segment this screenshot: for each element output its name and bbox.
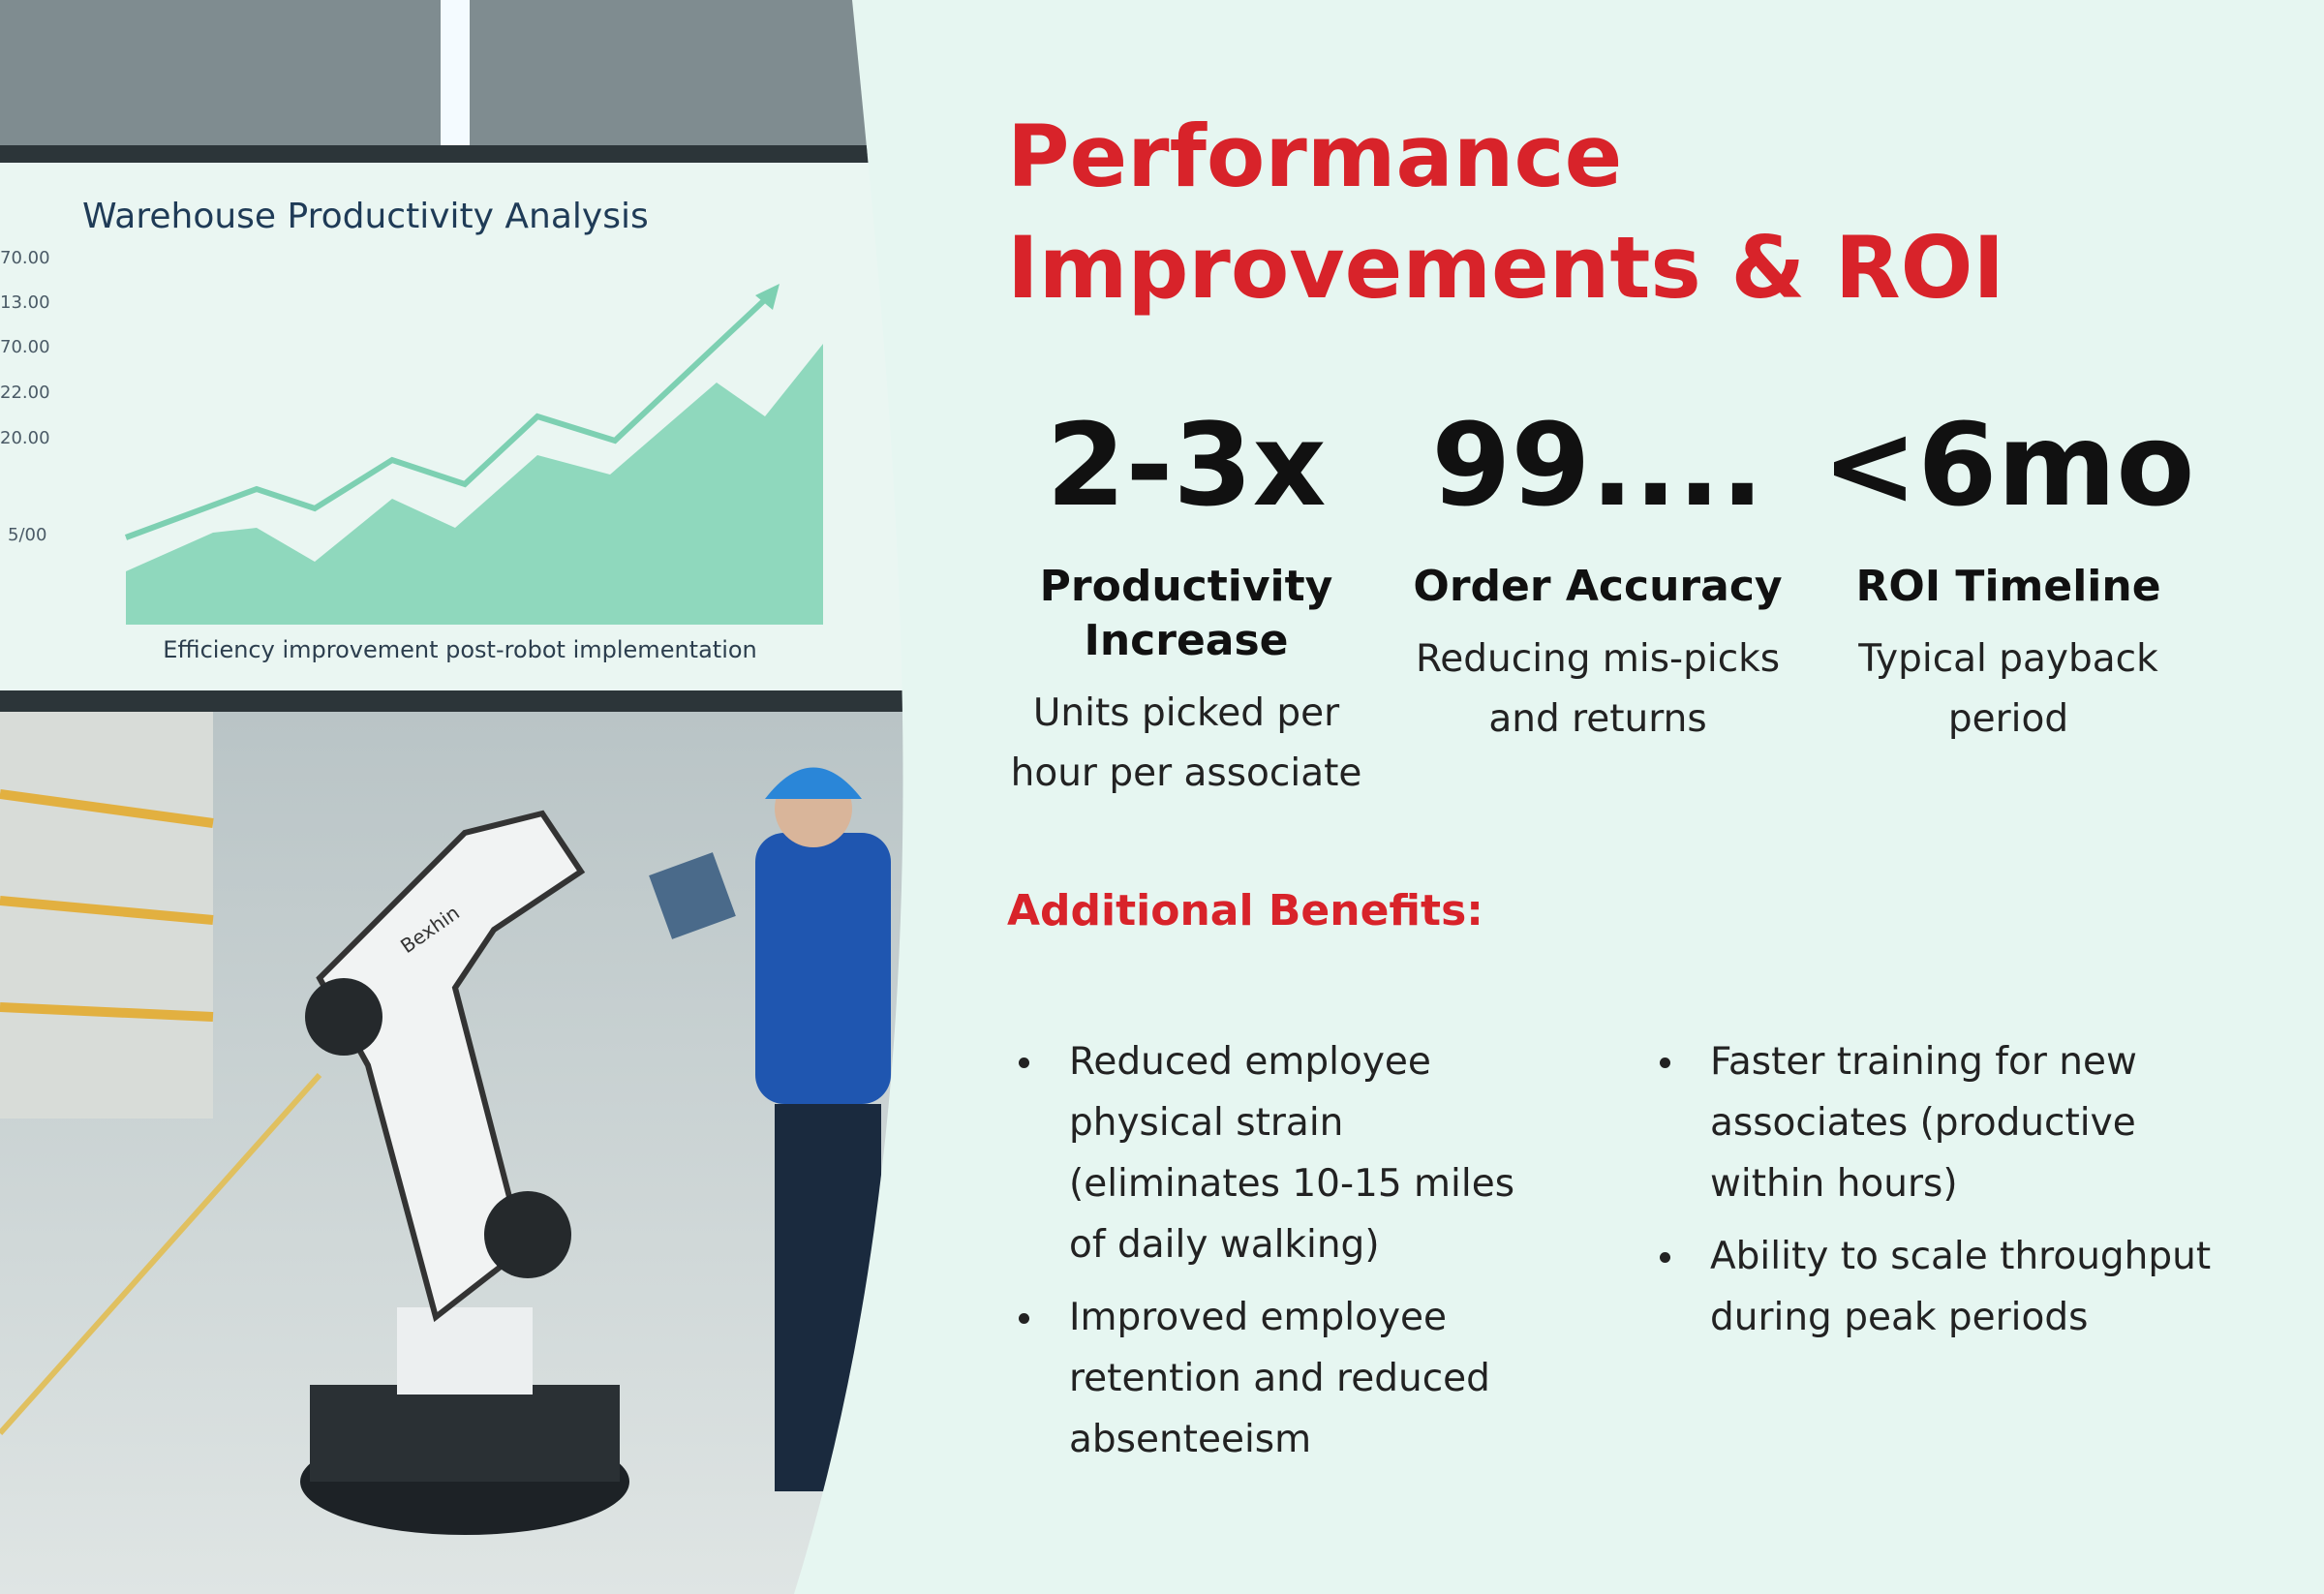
benefit: Reduced employee physical strain (elimin… bbox=[1011, 1031, 1553, 1275]
shelf-beam bbox=[0, 789, 214, 828]
stat-label: Productivity Increase bbox=[1039, 562, 1333, 665]
stat: 99.... Order Accuracy Reducing mis-picks… bbox=[1385, 397, 1811, 750]
stat-description: Units picked per hour per associate bbox=[1010, 691, 1362, 795]
photo: Warehouse Productivity Analysis 70.00 13… bbox=[0, 0, 903, 1594]
benefits-list: Reduced employee physical strain (elimin… bbox=[1011, 1031, 1553, 1482]
benefit: Ability to scale throughput during peak … bbox=[1652, 1226, 2214, 1348]
stat-label: ROI Timeline bbox=[1855, 562, 2161, 611]
chart-line bbox=[124, 288, 778, 540]
worker-helmet bbox=[765, 767, 862, 799]
benefit: Faster training for new associates (prod… bbox=[1652, 1031, 2214, 1214]
stat: <6mo ROI Timeline Typical payback period bbox=[1795, 397, 2221, 750]
stat-description: Reducing mis-picks and returns bbox=[1415, 637, 1781, 741]
shelf-beam bbox=[0, 896, 214, 925]
title: Performance bbox=[1007, 107, 1623, 206]
ceiling bbox=[0, 0, 903, 155]
robot-base bbox=[310, 1385, 620, 1482]
worker bbox=[755, 833, 891, 1104]
benefits-list: Faster training for new associates (prod… bbox=[1652, 1031, 2214, 1360]
stat-label: Order Accuracy bbox=[1413, 562, 1783, 611]
stat-value: <6mo bbox=[1821, 398, 2195, 532]
screen-caption: Efficiency improvement post-robot implem… bbox=[163, 636, 757, 663]
screen-title: Warehouse Productivity Analysis bbox=[82, 197, 649, 236]
ceiling-light bbox=[441, 0, 470, 145]
stat-description: Typical payback period bbox=[1858, 637, 2158, 741]
shelf-beam bbox=[0, 1002, 214, 1022]
stat: 2-3x Productivity Increase Units picked … bbox=[973, 397, 1399, 804]
screen-y-label: 13.00 bbox=[0, 292, 50, 313]
title: Improvements & ROI bbox=[1007, 218, 2005, 318]
robot-joint bbox=[484, 1191, 571, 1278]
tablet bbox=[649, 852, 736, 939]
screen-y-label: 70.00 bbox=[0, 337, 50, 357]
screen-frame bbox=[0, 145, 903, 163]
benefit: Improved employee retention and reduced … bbox=[1011, 1287, 1553, 1470]
screen-y-label: 20.00 bbox=[0, 428, 50, 448]
benefits-heading: Additional Benefits: bbox=[1007, 886, 1483, 935]
chart-area bbox=[126, 344, 823, 625]
worker bbox=[775, 1104, 881, 1491]
floor-line bbox=[0, 1073, 322, 1435]
screen-frame bbox=[0, 690, 903, 712]
robot-joint bbox=[397, 1307, 533, 1395]
screen-y-label: 5/00 bbox=[8, 525, 46, 545]
stat-value: 99.... bbox=[1431, 398, 1764, 532]
screen-y-label: 22.00 bbox=[0, 383, 50, 403]
screen-y-label: 70.00 bbox=[0, 248, 50, 268]
stat-value: 2-3x bbox=[1046, 398, 1327, 532]
chart-arrow bbox=[755, 284, 780, 310]
robot-joint bbox=[305, 978, 382, 1056]
